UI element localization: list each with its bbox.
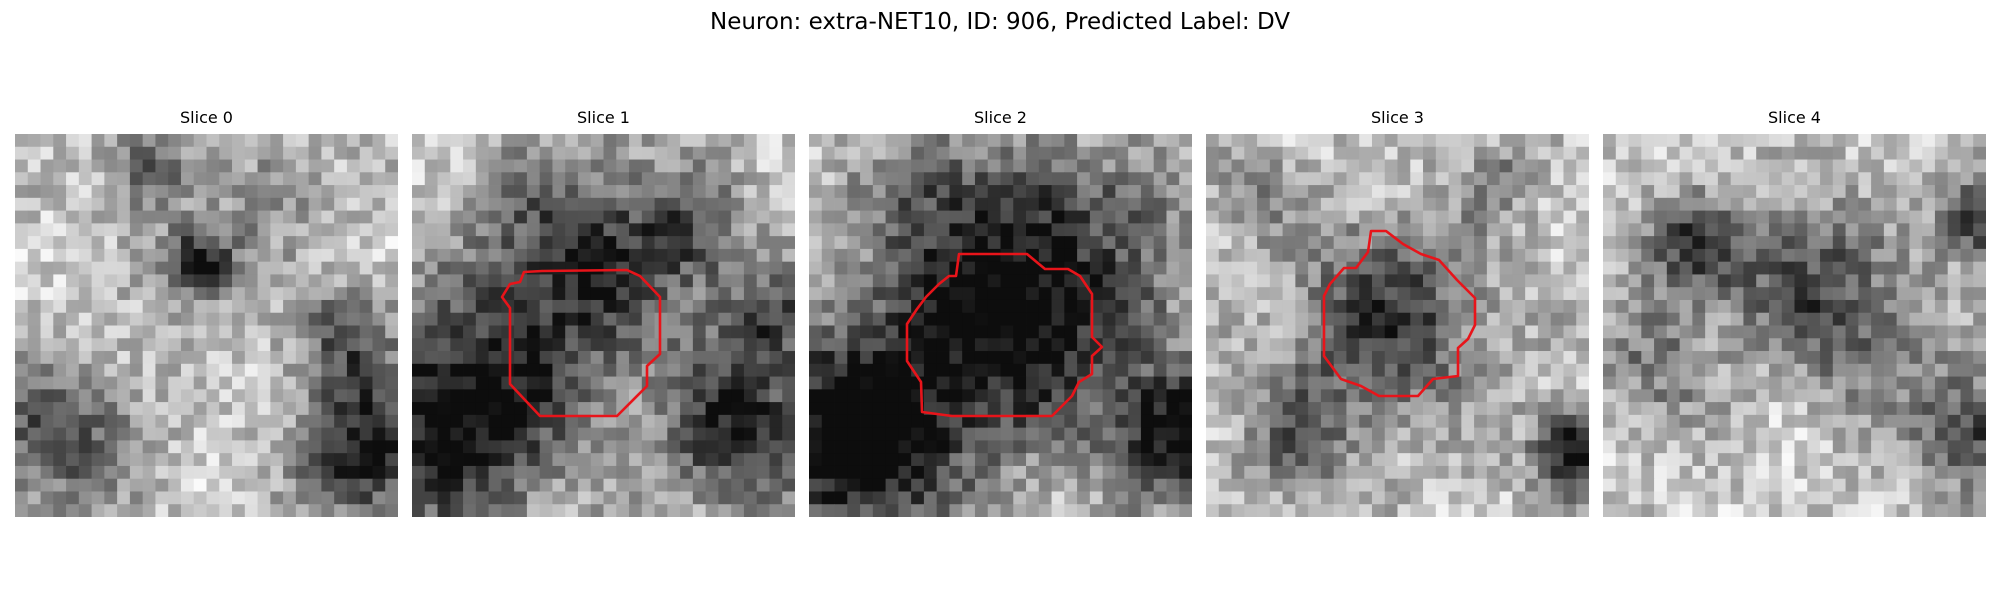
slice-image-2 — [809, 134, 1192, 517]
slice-panel-3: Slice 3 — [1206, 108, 1589, 518]
slice-panel-1: Slice 1 — [412, 108, 795, 518]
slice-image-1 — [412, 134, 795, 517]
slice-title-3: Slice 3 — [1371, 108, 1424, 127]
neuron-contour-1 — [500, 268, 662, 418]
slice-panel-0: Slice 0 — [15, 108, 398, 518]
slice-panel-2: Slice 2 — [809, 108, 1192, 518]
figure-title: Neuron: extra-NET10, ID: 906, Predicted … — [710, 9, 1290, 35]
slice-image-3 — [1206, 134, 1589, 517]
neuron-contour-2 — [905, 252, 1104, 418]
slice-title-4: Slice 4 — [1768, 108, 1821, 127]
slice-title-0: Slice 0 — [180, 108, 233, 127]
slice-image-0 — [15, 134, 398, 517]
slice-panel-4: Slice 4 — [1603, 108, 1986, 518]
slice-title-1: Slice 1 — [577, 108, 630, 127]
slice-image-4 — [1603, 134, 1986, 517]
neuron-contour-3 — [1322, 229, 1477, 398]
slice-title-2: Slice 2 — [974, 108, 1027, 127]
